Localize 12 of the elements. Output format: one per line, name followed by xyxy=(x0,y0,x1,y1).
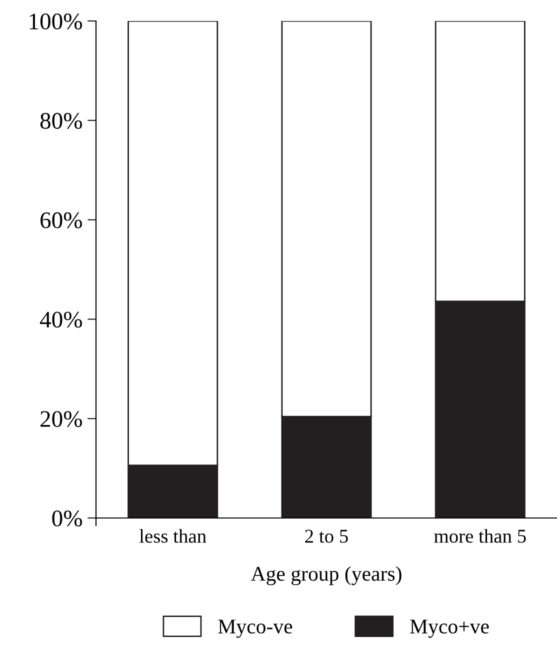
y-tick-label: 0% xyxy=(52,510,82,526)
y-tick-label: 80% xyxy=(40,112,82,129)
y-tick-label: 100% xyxy=(30,13,82,30)
y-tick-label: 40% xyxy=(40,312,82,328)
y-tick-label: 60% xyxy=(40,212,82,228)
x-tick-label: more than 5 xyxy=(434,529,526,543)
y-tick-label: 20% xyxy=(40,411,82,428)
legend-label: Myco-ve xyxy=(218,620,292,638)
legend-label: Myco+ve xyxy=(410,620,489,638)
x-axis-title: Age group (years) xyxy=(250,566,402,586)
x-tick-label: 2 to 5 xyxy=(305,530,348,543)
x-tick-label: less than xyxy=(139,529,206,543)
